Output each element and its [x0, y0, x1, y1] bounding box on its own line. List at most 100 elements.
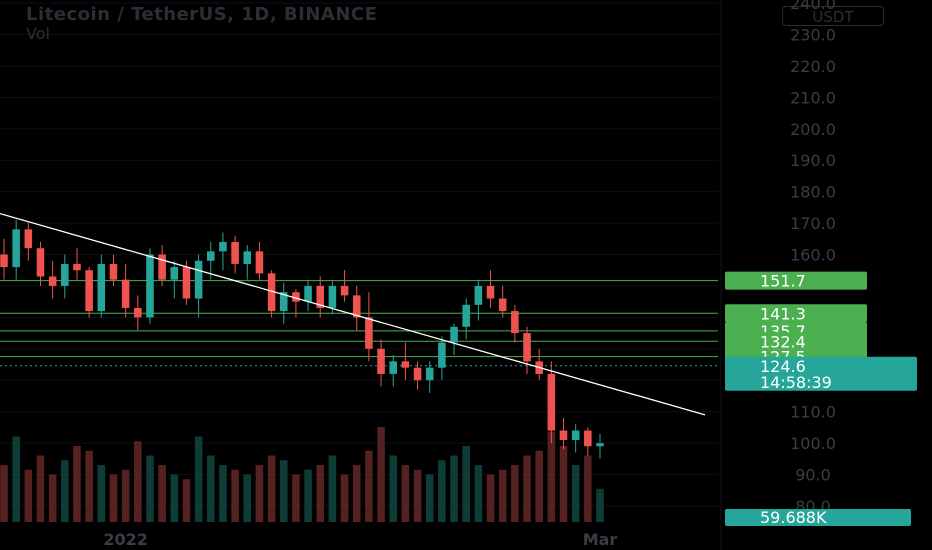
volume-bar: [121, 469, 130, 522]
candle-body: [328, 285, 337, 308]
candle-body: [219, 241, 227, 252]
candle-body: [523, 333, 531, 362]
level-price-tag: [725, 271, 867, 290]
candle-body: [498, 298, 507, 312]
price-tick-label: 160.0: [790, 246, 836, 265]
current-price-text: 124.6: [760, 357, 806, 376]
candle-body: [304, 285, 312, 302]
volume-bar: [401, 465, 410, 522]
volume-bar: [462, 446, 470, 522]
volume-bar: [182, 479, 191, 522]
candle-body: [158, 254, 166, 280]
price-tick-label: 220.0: [790, 57, 836, 76]
volume-bar: [498, 469, 507, 522]
volume-bar: [547, 431, 556, 522]
level-price-tag: [725, 332, 867, 351]
candle-body: [511, 311, 519, 334]
volume-bar: [304, 469, 312, 522]
price-tick-label: 170.0: [790, 214, 836, 233]
volume-bar: [255, 465, 264, 522]
candle-body: [61, 263, 69, 286]
volume-bar: [535, 450, 543, 522]
candle-body: [170, 267, 179, 280]
volume-bar: [486, 474, 495, 522]
candle-body: [194, 260, 203, 299]
candle-body: [365, 317, 373, 349]
candle-body: [596, 443, 604, 447]
volume-bar: [584, 455, 592, 522]
price-tick-label: 110.0: [790, 403, 836, 422]
volume-bar: [365, 450, 373, 522]
volume-bar: [511, 465, 519, 522]
volume-bars: [0, 427, 604, 522]
volume-bar: [231, 469, 239, 522]
candle-body: [97, 263, 106, 312]
volume-bar: [267, 455, 276, 522]
candle-body: [486, 285, 495, 299]
volume-bar: [596, 488, 604, 522]
candle-body: [389, 361, 397, 374]
candle-body: [182, 267, 191, 299]
candle-body: [207, 251, 215, 261]
candle-body: [12, 229, 20, 268]
volume-bar: [425, 474, 434, 522]
volume-bar: [450, 455, 458, 522]
volume-value-text: 59.688K: [760, 508, 827, 527]
grid-lines: [0, 2, 718, 507]
trendline-line: [0, 213, 706, 416]
candle-body: [316, 285, 325, 308]
candle-body: [36, 248, 45, 277]
volume-bar: [340, 474, 349, 522]
candle-body: [584, 430, 592, 447]
candle-body: [121, 279, 130, 308]
volume-bar: [377, 427, 385, 522]
level-price-text: 132.4: [760, 332, 806, 351]
chart-title: Litecoin / TetherUS, 1D, BINANCE: [26, 4, 378, 25]
volume-bar: [559, 446, 568, 522]
candle-body: [340, 285, 349, 296]
candle-body: [146, 254, 154, 318]
volume-bar: [438, 460, 446, 522]
volume-bar: [194, 436, 203, 522]
volume-bar: [170, 474, 179, 522]
candle-body: [292, 292, 300, 302]
candle-body: [547, 373, 556, 431]
volume-indicator-label: Vol: [26, 24, 50, 43]
horizontal-levels: [0, 280, 718, 367]
volume-bar: [571, 465, 580, 522]
price-labels: 151.7141.3135.7132.4127.5124.614:58:3959…: [725, 271, 917, 527]
time-axis: 2022 Mar: [103, 530, 617, 549]
candle-body: [109, 263, 118, 280]
volume-bar: [207, 455, 215, 522]
candle-body: [352, 295, 361, 318]
level-price-text: 141.3: [760, 304, 806, 323]
candle-body: [73, 263, 81, 271]
currency-button[interactable]: USDT: [782, 6, 884, 26]
price-tick-label: 100.0: [790, 434, 836, 453]
volume-bar: [413, 469, 422, 522]
volume-bar: [12, 436, 20, 522]
volume-bar: [328, 455, 337, 522]
price-axis: 240.0230.0220.0210.0200.0190.0180.0170.0…: [720, 0, 836, 550]
candle-body: [450, 326, 458, 343]
price-tick-label: 190.0: [790, 151, 836, 170]
candle-body: [134, 307, 142, 318]
volume-bar: [219, 465, 227, 522]
time-tick-label: Mar: [583, 530, 618, 549]
volume-bar: [146, 455, 154, 522]
volume-bar: [134, 441, 142, 522]
volume-bar: [352, 465, 361, 522]
current-price-tag: [725, 356, 917, 391]
candle-body: [267, 273, 276, 312]
volume-bar: [279, 460, 288, 522]
candle-body: [231, 241, 239, 264]
level-price-tag: [725, 304, 867, 323]
candle-body: [462, 304, 470, 327]
volume-bar: [243, 474, 252, 522]
candle-body: [474, 285, 483, 305]
price-tick-label: 90.0: [795, 466, 831, 485]
volume-bar: [61, 460, 69, 522]
candle-body: [377, 348, 385, 374]
price-tick-label: 200.0: [790, 120, 836, 139]
